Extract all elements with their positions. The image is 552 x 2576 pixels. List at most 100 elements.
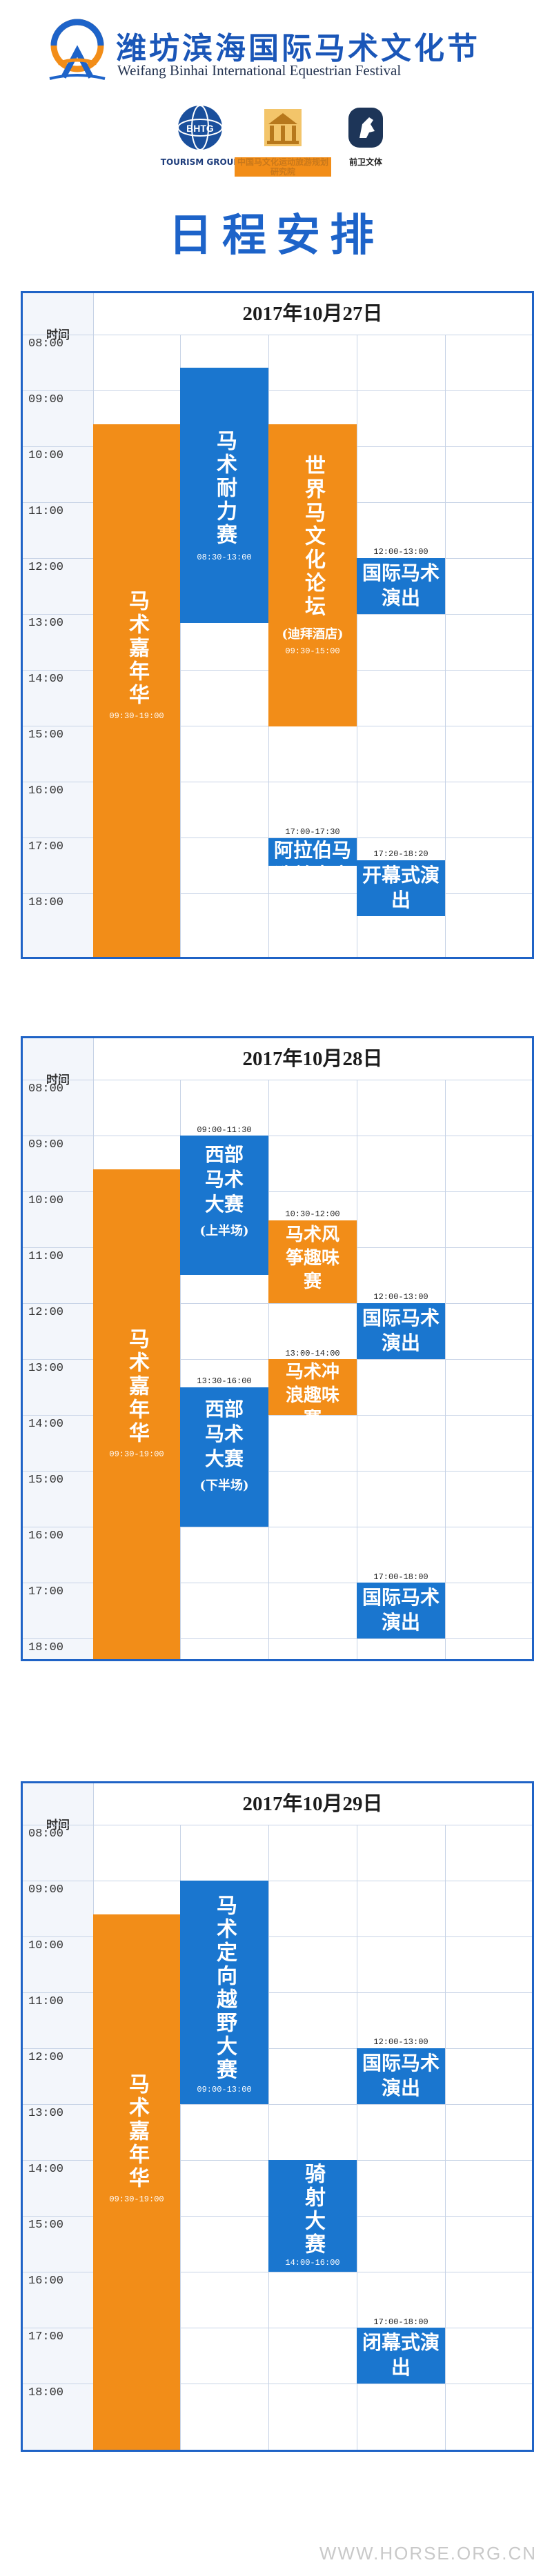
time-label: 12:00 [28, 561, 64, 574]
time-label: 13:00 [28, 617, 64, 630]
event-carnival[interactable]: 马术嘉年华 09:30-19:00 [93, 1914, 180, 2450]
event-horse-kite-game[interactable]: 马术风筝趣味赛 [268, 1220, 357, 1303]
time-label: 12:00 [28, 1306, 64, 1319]
event-title: 马术嘉年华 [125, 2073, 149, 2190]
event-carnival[interactable]: 马术嘉年华 09:30-19:00 [93, 1169, 180, 1659]
event-time: 17:00-17:30 [285, 827, 340, 837]
time-label: 14:00 [28, 2163, 64, 2176]
event-subtitle: (下半场) [199, 1478, 249, 1493]
event-time: 17:20-18:20 [373, 849, 428, 859]
time-label: 11:00 [28, 1250, 64, 1263]
time-column [23, 1783, 93, 2450]
festival-title-cn: 潍坊滨海国际马术文化节 [116, 31, 480, 66]
event-international-show[interactable]: 国际马术演出 [357, 1303, 445, 1359]
sponsor-tourism-group: BHTG TOURISM GROUP [152, 103, 248, 167]
time-label: 08:00 [28, 1082, 64, 1096]
header: 潍坊滨海国际马术文化节 Weifang Binhai International… [0, 0, 552, 304]
time-label: 15:00 [28, 729, 64, 742]
time-label: 17:00 [28, 1585, 64, 1598]
event-international-show[interactable]: 国际马术演出 [357, 1583, 445, 1638]
schedule-panel-oct27: 2017年10月27日 时间 08:00 09:00 10:00 11:00 1… [21, 291, 534, 959]
time-column [23, 293, 93, 957]
event-time: 10:30-12:00 [285, 1209, 340, 1219]
event-time: 09:30-19:00 [109, 1449, 164, 1459]
horse-head-logo-icon [348, 108, 383, 148]
time-label: 08:00 [28, 1827, 64, 1841]
time-label: 09:00 [28, 1138, 64, 1151]
time-label: 15:00 [28, 2219, 64, 2232]
event-time: 09:30-19:00 [109, 711, 164, 721]
event-title: 西部马术大赛 [205, 1398, 244, 1470]
event-time: 17:00-18:00 [373, 1572, 428, 1582]
event-title: 马术冲浪趣味赛 [285, 1362, 339, 1429]
time-label: 11:00 [28, 1995, 64, 2008]
event-time: 09:00-11:30 [197, 1125, 252, 1135]
time-label: 10:00 [28, 449, 64, 462]
time-header: 时间 [46, 1073, 70, 1087]
time-header: 时间 [46, 1819, 70, 1832]
event-horse-surf-game[interactable]: 马术冲浪趣味赛 [268, 1359, 357, 1429]
event-horse-culture-forum[interactable]: 世界马文化论坛 (迪拜酒店) 09:30-15:00 [268, 424, 357, 726]
event-western-riding-first-half[interactable]: 西部马术大赛 (上半场) [180, 1136, 268, 1275]
time-label: 09:00 [28, 1883, 64, 1896]
event-time: 08:30-13:00 [197, 553, 252, 562]
event-title: 骑射大赛 [301, 2163, 325, 2257]
event-subtitle: (迪拜酒店) [282, 627, 344, 642]
time-label: 13:00 [28, 2107, 64, 2120]
sponsor-culture-institute: 中国马文化运动旅游规划研究院 [235, 103, 331, 177]
event-international-show[interactable]: 国际马术演出 [357, 558, 445, 614]
event-time: 09:00-13:00 [197, 2085, 252, 2094]
event-endurance-race[interactable]: 马术耐力赛 08:30-13:00 [180, 368, 268, 623]
event-title: 马术定向越野大赛 [213, 1894, 237, 2082]
page-title: 日程安排 [168, 210, 384, 261]
event-time: 14:00-16:00 [285, 2258, 340, 2268]
time-label: 09:00 [28, 393, 64, 406]
time-label: 18:00 [28, 896, 64, 909]
time-label: 16:00 [28, 784, 64, 797]
event-title: 开幕式演出 [362, 864, 440, 911]
event-orienteering-race[interactable]: 马术定向越野大赛 09:00-13:00 [180, 1881, 268, 2104]
panel-date: 2017年10月27日 [242, 303, 383, 325]
event-title: 西部马术大赛 [205, 1143, 244, 1216]
event-time: 12:00-13:00 [373, 1292, 428, 1302]
event-title: 国际马术演出 [362, 1307, 440, 1354]
schedule-panel-oct28: 2017年10月28日 时间 08:00 09:00 10:00 11:00 1… [21, 1036, 534, 1661]
event-time: 12:00-13:00 [373, 2037, 428, 2047]
time-label: 10:00 [28, 1194, 64, 1207]
time-label: 17:00 [28, 2330, 64, 2344]
panel-date: 2017年10月28日 [242, 1048, 383, 1070]
event-time: 09:30-19:00 [109, 2194, 164, 2204]
event-closing-show[interactable]: 闭幕式演出 [357, 2328, 445, 2384]
event-time: 12:00-13:00 [373, 547, 428, 557]
time-label: 18:00 [28, 1641, 64, 1654]
time-label: 16:00 [28, 1529, 64, 1543]
event-time: 13:30-16:00 [197, 1376, 252, 1386]
event-title: 阿拉伯马选美大赛 [273, 839, 351, 886]
time-label: 15:00 [28, 1474, 64, 1487]
time-label: 14:00 [28, 673, 64, 686]
event-time: 09:30-15:00 [285, 646, 340, 656]
event-western-riding-second-half[interactable]: 西部马术大赛 (下半场) [180, 1387, 268, 1527]
event-mounted-archery[interactable]: 骑射大赛 14:00-16:00 [268, 2160, 357, 2272]
event-opening-show[interactable]: 开幕式演出 [357, 860, 445, 916]
event-carnival[interactable]: 马术嘉年华 09:30-19:00 [93, 424, 180, 957]
time-label: 11:00 [28, 505, 64, 518]
time-label: 12:00 [28, 2051, 64, 2064]
panel-date: 2017年10月29日 [242, 1793, 383, 1815]
event-title: 国际马术演出 [362, 562, 440, 609]
sponsor-label: 中国马文化运动旅游规划研究院 [235, 157, 331, 177]
event-title: 马术嘉年华 [125, 1328, 149, 1445]
time-header: 时间 [46, 328, 70, 342]
event-international-show[interactable]: 国际马术演出 [357, 2048, 445, 2104]
watermark: WWW.HORSE.ORG.CN [319, 2543, 537, 2564]
event-subtitle: (上半场) [199, 1224, 249, 1238]
grid-line [180, 335, 181, 957]
event-arabian-beauty-contest[interactable]: 阿拉伯马选美大赛 [268, 838, 357, 886]
time-label: 13:00 [28, 1362, 64, 1375]
event-title: 闭幕式演出 [362, 2331, 440, 2379]
event-title: 国际马术演出 [362, 1586, 440, 1634]
event-title: 马术嘉年华 [125, 590, 149, 707]
event-title: 马术风筝趣味赛 [285, 1225, 339, 1292]
event-time: 13:00-14:00 [285, 1349, 340, 1358]
sponsor-label: 前卫文体 [348, 157, 382, 167]
